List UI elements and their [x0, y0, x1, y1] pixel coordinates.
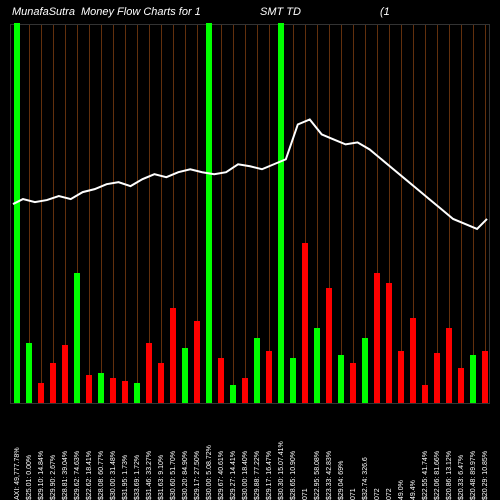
x-axis-label: $22.95: 58.08%	[314, 410, 321, 500]
x-axis-labels: AXI: 49,777.78% $25.01: 0.00% $29.10: 14.8…	[10, 405, 490, 500]
x-axis-label: AXI: 49,777.78%	[14, 410, 21, 500]
x-axis-label: $28.81: 39.04%	[62, 410, 69, 500]
x-axis-label: $30.00: 31.48%	[110, 410, 117, 500]
x-axis-label: 072	[386, 410, 393, 500]
x-axis-label: $30.00: 5.08.72%	[206, 410, 213, 500]
x-axis-label: 071	[350, 410, 357, 500]
x-axis-label: $30.20: 84.90%	[182, 410, 189, 500]
x-axis-label: $29.17: 27.50%	[194, 410, 201, 500]
chart-header: MunafaSutra Money Flow Charts for 1 SMT …	[0, 6, 500, 24]
x-axis-label: $30.30: 15.07.41%	[278, 410, 285, 500]
x-axis-label: $29.04: 69%	[338, 410, 345, 500]
x-axis-label: $22.62: 18.41%	[86, 410, 93, 500]
x-axis-label: $20.33: 6.47%	[458, 410, 465, 500]
x-axis-label: $22.55: 41.74%	[422, 410, 429, 500]
x-axis-label: $25.01: 0.00%	[26, 410, 33, 500]
x-axis-label: $29.62: 74.63%	[74, 410, 81, 500]
x-axis-label: $29.10: 14.84%	[38, 410, 45, 500]
site-name: MunafaSutra	[12, 6, 75, 24]
x-axis-label: $30.60: 51.70%	[170, 410, 177, 500]
x-axis-label: $29.88: 77.22%	[254, 410, 261, 500]
x-axis-label: 49.4%	[410, 410, 417, 500]
x-axis-label: $20.48: 89.97%	[470, 410, 477, 500]
x-axis-label: 072	[374, 410, 381, 500]
x-axis-label: $20.86: 13.12%	[446, 410, 453, 500]
x-axis-label: $31.63: 9.10%	[158, 410, 165, 500]
chart-title: Money Flow Charts for 1	[81, 6, 201, 24]
x-axis-label: 49.0%	[398, 410, 405, 500]
x-axis-label: $29.27: 14.41%	[230, 410, 237, 500]
x-axis-label: $29.17: 16.47%	[266, 410, 273, 500]
x-axis-label: $31.95: 1.73%	[122, 410, 129, 500]
x-axis-label: $32.74: 326.6	[362, 410, 369, 500]
money-flow-chart	[10, 24, 490, 404]
x-axis-label: $20.29: 10.85%	[482, 410, 489, 500]
x-axis-label: $31.46: 33.27%	[146, 410, 153, 500]
x-axis-label: $28.08: 60.77%	[98, 410, 105, 500]
price-line	[11, 25, 489, 403]
x-axis-label: $30.00: 18.40%	[242, 410, 249, 500]
x-axis-label: $29.90: 2.67%	[50, 410, 57, 500]
title-tag: (1	[380, 6, 390, 18]
x-axis-label: $22.06: 81.66%	[434, 410, 441, 500]
ticker-symbol: SMT TD	[260, 6, 301, 18]
x-axis-label: 071	[302, 410, 309, 500]
x-axis-label: $29.67: 40.61%	[218, 410, 225, 500]
x-axis-label: $33.69: 1.72%	[134, 410, 141, 500]
x-axis-label: $23.33: 42.83%	[326, 410, 333, 500]
x-axis-label: $28.65: 10.90%	[290, 410, 297, 500]
